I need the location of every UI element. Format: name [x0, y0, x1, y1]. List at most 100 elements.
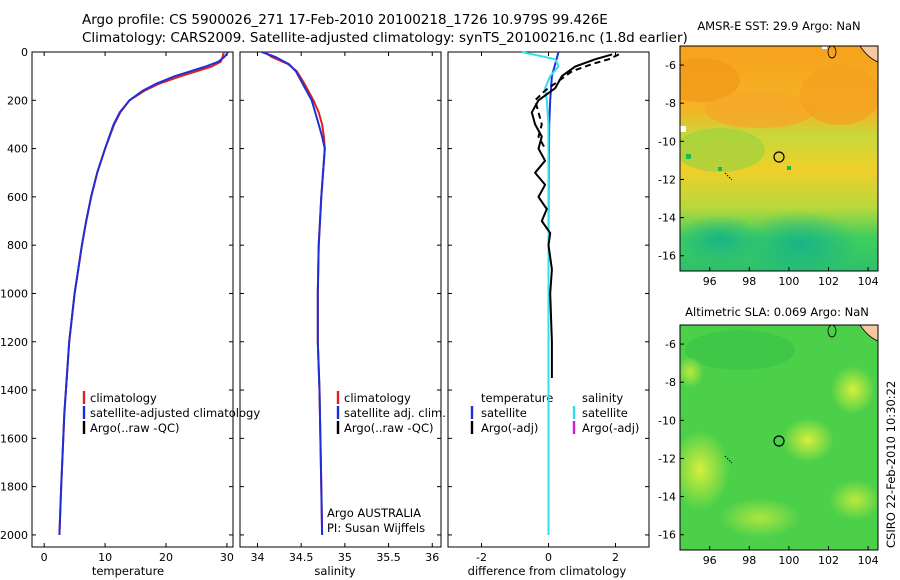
x-tick-label: 34	[250, 551, 264, 564]
sst-map-image	[680, 46, 878, 271]
x-tick-label: 104	[858, 554, 879, 567]
sla-map-axes: 96 98 100 102 104 -6 -8 -10 -12 -14 -16	[658, 338, 879, 567]
header-line2: Climatology: CARS2009. Satellite-adjuste…	[82, 30, 688, 46]
y-tick-label: -14	[658, 212, 676, 225]
difference-xlabel: difference from climatology	[468, 564, 627, 578]
missing-pixel	[680, 126, 686, 132]
y-tick-label: -12	[658, 173, 676, 186]
series-layer	[58, 51, 620, 535]
x-tick-label: 102	[818, 554, 839, 567]
legend-label-temp-argo: Argo(-adj)	[481, 421, 538, 435]
x-tick-label: 34.5	[289, 551, 314, 564]
x-tick-label: 96	[703, 554, 717, 567]
legend-label-sal-argo: Argo(-adj)	[582, 421, 639, 435]
x-tick-label: 0	[41, 551, 48, 564]
x-tick-label: 36	[425, 551, 439, 564]
x-tick-label: 35.5	[376, 551, 401, 564]
series-line-argo-adj-temperature	[530, 53, 613, 378]
x-tick-label: -2	[476, 551, 487, 564]
sst-pixel	[686, 154, 691, 159]
y-tick-label: 400	[7, 143, 28, 156]
float-track	[724, 455, 733, 464]
annotation-line2: PI: Susan Wijffels	[327, 521, 425, 535]
y-tick-label: -14	[658, 491, 676, 504]
annotation-line1: Argo AUSTRALIA	[327, 506, 421, 520]
sst-cool-patch	[680, 215, 765, 265]
float-track	[724, 172, 733, 181]
salinity-legend: climatology satellite adj. clim. Argo(..…	[327, 391, 446, 535]
sla-map-frame	[679, 324, 879, 551]
y-tick-label: 1000	[0, 287, 28, 300]
x-tick-label: 35	[338, 551, 352, 564]
sst-map-axes: 96 98 100 102 104 -6 -8 -10 -12 -14 -16	[658, 59, 879, 288]
salinity-xlabel: salinity	[314, 564, 355, 578]
land-mass	[859, 325, 878, 342]
legend-label-argo: Argo(..raw -QC)	[344, 421, 434, 435]
x-tick-label: 96	[703, 275, 717, 288]
sst-pixel	[787, 166, 791, 170]
sst-map-title: AMSR-E SST: 29.9 Argo: NaN	[697, 19, 860, 33]
difference-legend: temperature satellite Argo(-adj) salinit…	[470, 391, 639, 435]
x-tick-label: 102	[818, 275, 839, 288]
y-tick-label: 1800	[0, 481, 28, 494]
y-tick-label: -16	[658, 529, 676, 542]
series-line-climatology	[263, 51, 326, 535]
y-tick-label: -6	[665, 338, 676, 351]
y-tick-label: -8	[665, 376, 676, 389]
y-tick-label: 200	[7, 94, 28, 107]
legend-label-argo: Argo(..raw -QC)	[90, 421, 180, 435]
legend-label-climatology: climatology	[90, 391, 157, 405]
sst-warm-patch	[705, 92, 815, 128]
sst-pixel	[718, 167, 722, 171]
land-mass	[859, 46, 878, 63]
y-tick-label: -10	[658, 135, 676, 148]
legend-heading-temperature: temperature	[481, 391, 553, 405]
y-tick-label: 1200	[0, 336, 28, 349]
x-tick-label: 20	[159, 551, 173, 564]
difference-axes: -2 0 2	[448, 51, 649, 564]
sla-high-patch	[782, 418, 834, 462]
missing-pixel	[822, 46, 827, 49]
sla-map-image	[680, 325, 878, 550]
sst-green-patch	[680, 128, 765, 172]
y-tick-label: 2000	[0, 529, 28, 542]
sla-high-patch	[831, 366, 875, 414]
series-line-satellite-adjusted-climatology	[58, 51, 229, 535]
sst-warm-patch	[680, 58, 740, 102]
argo-profile-marker	[773, 151, 785, 163]
sla-high-patch	[720, 498, 800, 538]
y-tick-label: 800	[7, 239, 28, 252]
temperature-xlabel: temperature	[92, 564, 164, 578]
x-tick-label: 30	[220, 551, 234, 564]
y-tick-label: -8	[665, 97, 676, 110]
sst-map-frame	[679, 45, 879, 272]
salinity-axes: 34 34.5 35 35.5 36	[240, 51, 441, 564]
y-tick-label: 1600	[0, 432, 28, 445]
series-line-argo-adj-salinity	[534, 53, 620, 150]
x-tick-label: 100	[778, 275, 799, 288]
y-tick-label: -6	[665, 59, 676, 72]
y-tick-label: 1400	[0, 384, 28, 397]
series-line-satellite-adj-clim-	[261, 51, 326, 535]
x-tick-label: 10	[98, 551, 112, 564]
y-tick-label: -12	[658, 452, 676, 465]
series-line-salinity-satellite	[521, 51, 560, 535]
sla-high-patch	[829, 480, 878, 520]
sla-map-title: Altimetric SLA: 0.069 Argo: NaN	[685, 305, 869, 319]
y-tick-label: -16	[658, 250, 676, 263]
legend-label-satellite: satellite-adjusted climatology	[90, 406, 260, 420]
y-tick-label: -10	[658, 414, 676, 427]
sla-high-patch	[680, 356, 704, 388]
x-tick-label: 98	[742, 554, 756, 567]
island-contour	[827, 46, 837, 59]
island-contour	[827, 325, 837, 338]
x-tick-label: 0	[545, 551, 552, 564]
series-line-climatology	[58, 51, 225, 535]
header-line1: Argo profile: CS 5900026_271 17-Feb-2010…	[82, 12, 608, 28]
legend-label-climatology: climatology	[344, 391, 411, 405]
x-tick-label: 2	[612, 551, 619, 564]
temperature-panel-frame	[31, 51, 234, 548]
legend-heading-salinity: salinity	[582, 391, 623, 405]
y-tick-label: 0	[21, 46, 28, 59]
